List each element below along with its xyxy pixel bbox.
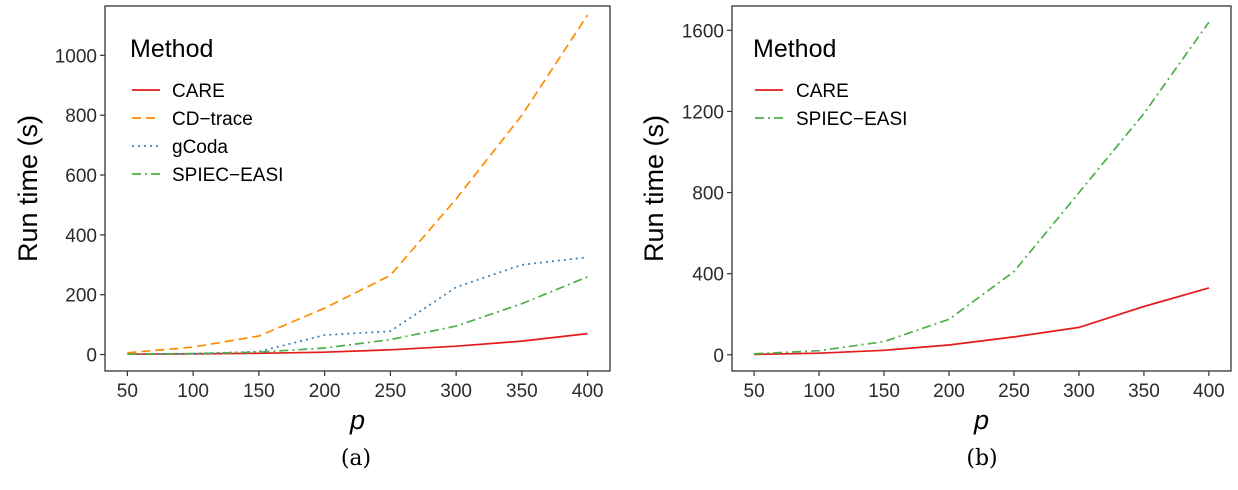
legend: Method CARE SPIEC−EASI <box>753 35 907 130</box>
plot-frame <box>104 5 611 372</box>
x-tick-label: 250 <box>998 381 1030 402</box>
x-tick-label: 50 <box>744 381 765 402</box>
legend-label: SPIEC−EASI <box>796 109 907 130</box>
x-tick-label: 400 <box>1193 381 1225 402</box>
y-tick-label: 200 <box>65 286 97 307</box>
y-tick-label: 600 <box>65 166 97 187</box>
legend-title: Method <box>130 35 213 63</box>
y-tick-label: 800 <box>692 184 724 205</box>
x-tick-label: 50 <box>117 381 138 402</box>
series-line-spiec-easi <box>754 21 1210 355</box>
x-tick-label: 350 <box>506 381 538 402</box>
y-axis-title: Run time (s) <box>13 115 43 262</box>
chart-panel-b: 50 100 150 200 250 300 350 400 0 400 800 1200 1600 p R… <box>639 5 1232 471</box>
y-tick-label: 800 <box>65 106 97 127</box>
legend: Method CARE CD−trace gCoda SPIEC−EASI <box>130 35 283 186</box>
x-tick-label: 300 <box>1063 381 1095 402</box>
x-tick-label: 400 <box>572 381 604 402</box>
x-tick-label: 350 <box>1128 381 1160 402</box>
y-tick-label: 1000 <box>55 46 97 67</box>
y-tick-label: 400 <box>65 226 97 247</box>
x-tick-label: 200 <box>933 381 965 402</box>
panel-caption: (b) <box>966 446 997 471</box>
x-axis-title: p <box>973 405 989 435</box>
x-tick-label: 150 <box>868 381 900 402</box>
x-tick-label: 300 <box>440 381 472 402</box>
legend-label: CARE <box>796 81 849 102</box>
x-tick-label: 100 <box>803 381 835 402</box>
legend-label: CARE <box>172 81 225 102</box>
y-tick-label: 400 <box>692 265 724 286</box>
legend-label: CD−trace <box>172 109 253 130</box>
panel-caption: (a) <box>341 446 371 471</box>
x-tick-label: 150 <box>243 381 275 402</box>
series-line-care <box>754 287 1210 356</box>
y-axis-title: Run time (s) <box>639 115 669 262</box>
legend-title: Method <box>753 35 836 63</box>
series-line-cd-trace <box>127 14 589 354</box>
legend-label: SPIEC−EASI <box>172 165 283 186</box>
series-line-gcoda <box>127 256 588 356</box>
x-tick-label: 200 <box>309 381 341 402</box>
y-tick-label: 0 <box>86 346 97 367</box>
x-axis-title: p <box>349 405 365 435</box>
y-tick-label: 0 <box>713 346 724 367</box>
series-line-spiec-easi <box>127 276 588 356</box>
y-tick-label: 1600 <box>682 21 724 42</box>
legend-label: gCoda <box>172 137 228 158</box>
chart-panel-a: 50 100 150 200 250 300 350 400 0 200 400 600 800 1000… <box>13 5 611 471</box>
y-tick-label: 1200 <box>682 102 724 123</box>
x-tick-label: 100 <box>177 381 209 402</box>
plot-frame <box>731 5 1232 372</box>
x-tick-label: 250 <box>375 381 407 402</box>
